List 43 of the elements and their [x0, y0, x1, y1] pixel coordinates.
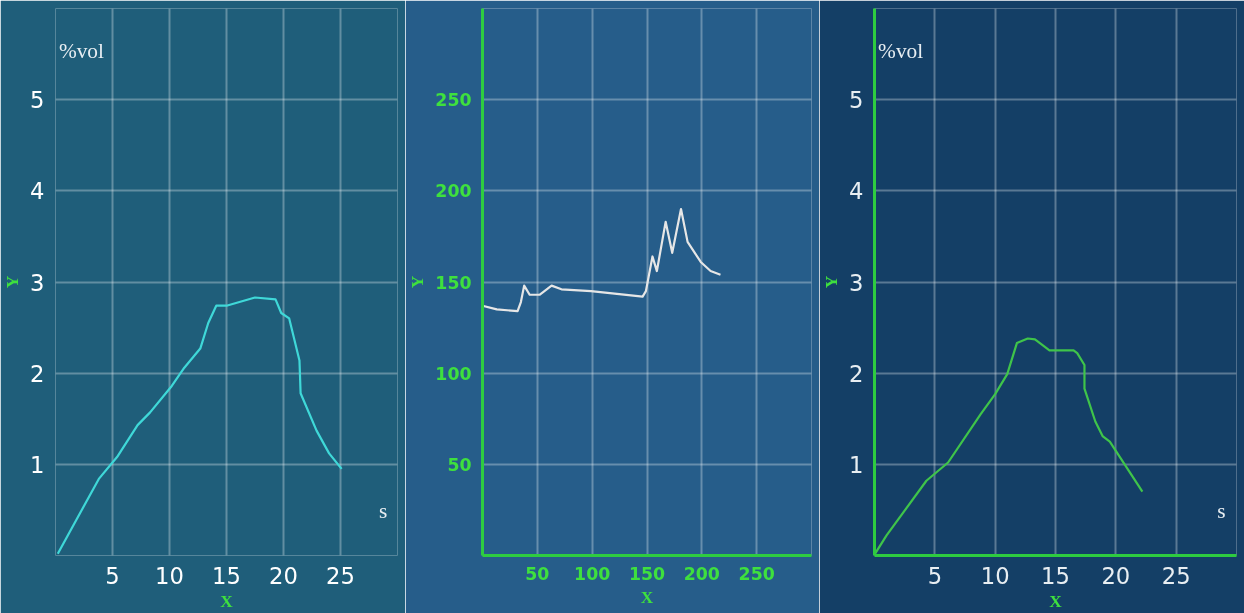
y-tick-label: 4 — [30, 178, 45, 205]
x-tick-label: 150 — [628, 563, 666, 584]
x-tick-label: 25 — [326, 562, 355, 589]
y-axis-title: Y — [3, 275, 23, 289]
x-tick-label: 100 — [574, 563, 611, 584]
x-tick-label: 15 — [1041, 562, 1070, 589]
y-tick-label: 1 — [849, 451, 864, 478]
x-tick-label: 15 — [212, 562, 241, 589]
y-tick-label: 3 — [30, 269, 45, 296]
y-tick-label: 3 — [849, 269, 864, 296]
x-tick-label: 20 — [1101, 562, 1131, 589]
y-tick-label: 250 — [435, 90, 472, 111]
x-tick-label: 10 — [980, 562, 1010, 589]
annotation: s — [378, 498, 388, 523]
annotation: s — [1217, 498, 1226, 523]
x-tick-label: 5 — [927, 562, 943, 589]
y-tick-label: 5 — [30, 87, 45, 114]
x-tick-label: 5 — [105, 562, 120, 589]
y-tick-label: 200 — [435, 181, 472, 202]
y-tick-label: 2 — [849, 360, 864, 387]
x-axis-title: X — [220, 591, 234, 611]
x-axis-title: X — [1049, 591, 1063, 611]
x-tick-label: 25 — [1161, 562, 1191, 589]
x-tick-label: 50 — [525, 563, 550, 584]
annotation: %vol — [58, 39, 105, 64]
y-axis-title: Y — [822, 275, 842, 289]
y-tick-label: 1 — [30, 451, 45, 478]
x-axis-title: X — [640, 587, 654, 607]
y-axis-title: Y — [408, 275, 428, 289]
line-series — [56, 296, 343, 555]
y-tick-label: 100 — [435, 363, 472, 384]
line-series — [482, 207, 722, 313]
y-tick-label: 5 — [849, 87, 864, 114]
x-tick-label: 200 — [683, 563, 720, 584]
y-tick-label: 150 — [435, 272, 472, 293]
x-tick-label: 10 — [155, 562, 184, 589]
annotation: %vol — [878, 39, 924, 64]
y-tick-label: 2 — [30, 360, 45, 387]
y-tick-label: 50 — [447, 454, 472, 475]
x-tick-label: 20 — [269, 562, 298, 589]
y-tick-label: 4 — [849, 178, 864, 205]
line-series — [874, 337, 1144, 556]
x-tick-label: 250 — [738, 563, 775, 584]
